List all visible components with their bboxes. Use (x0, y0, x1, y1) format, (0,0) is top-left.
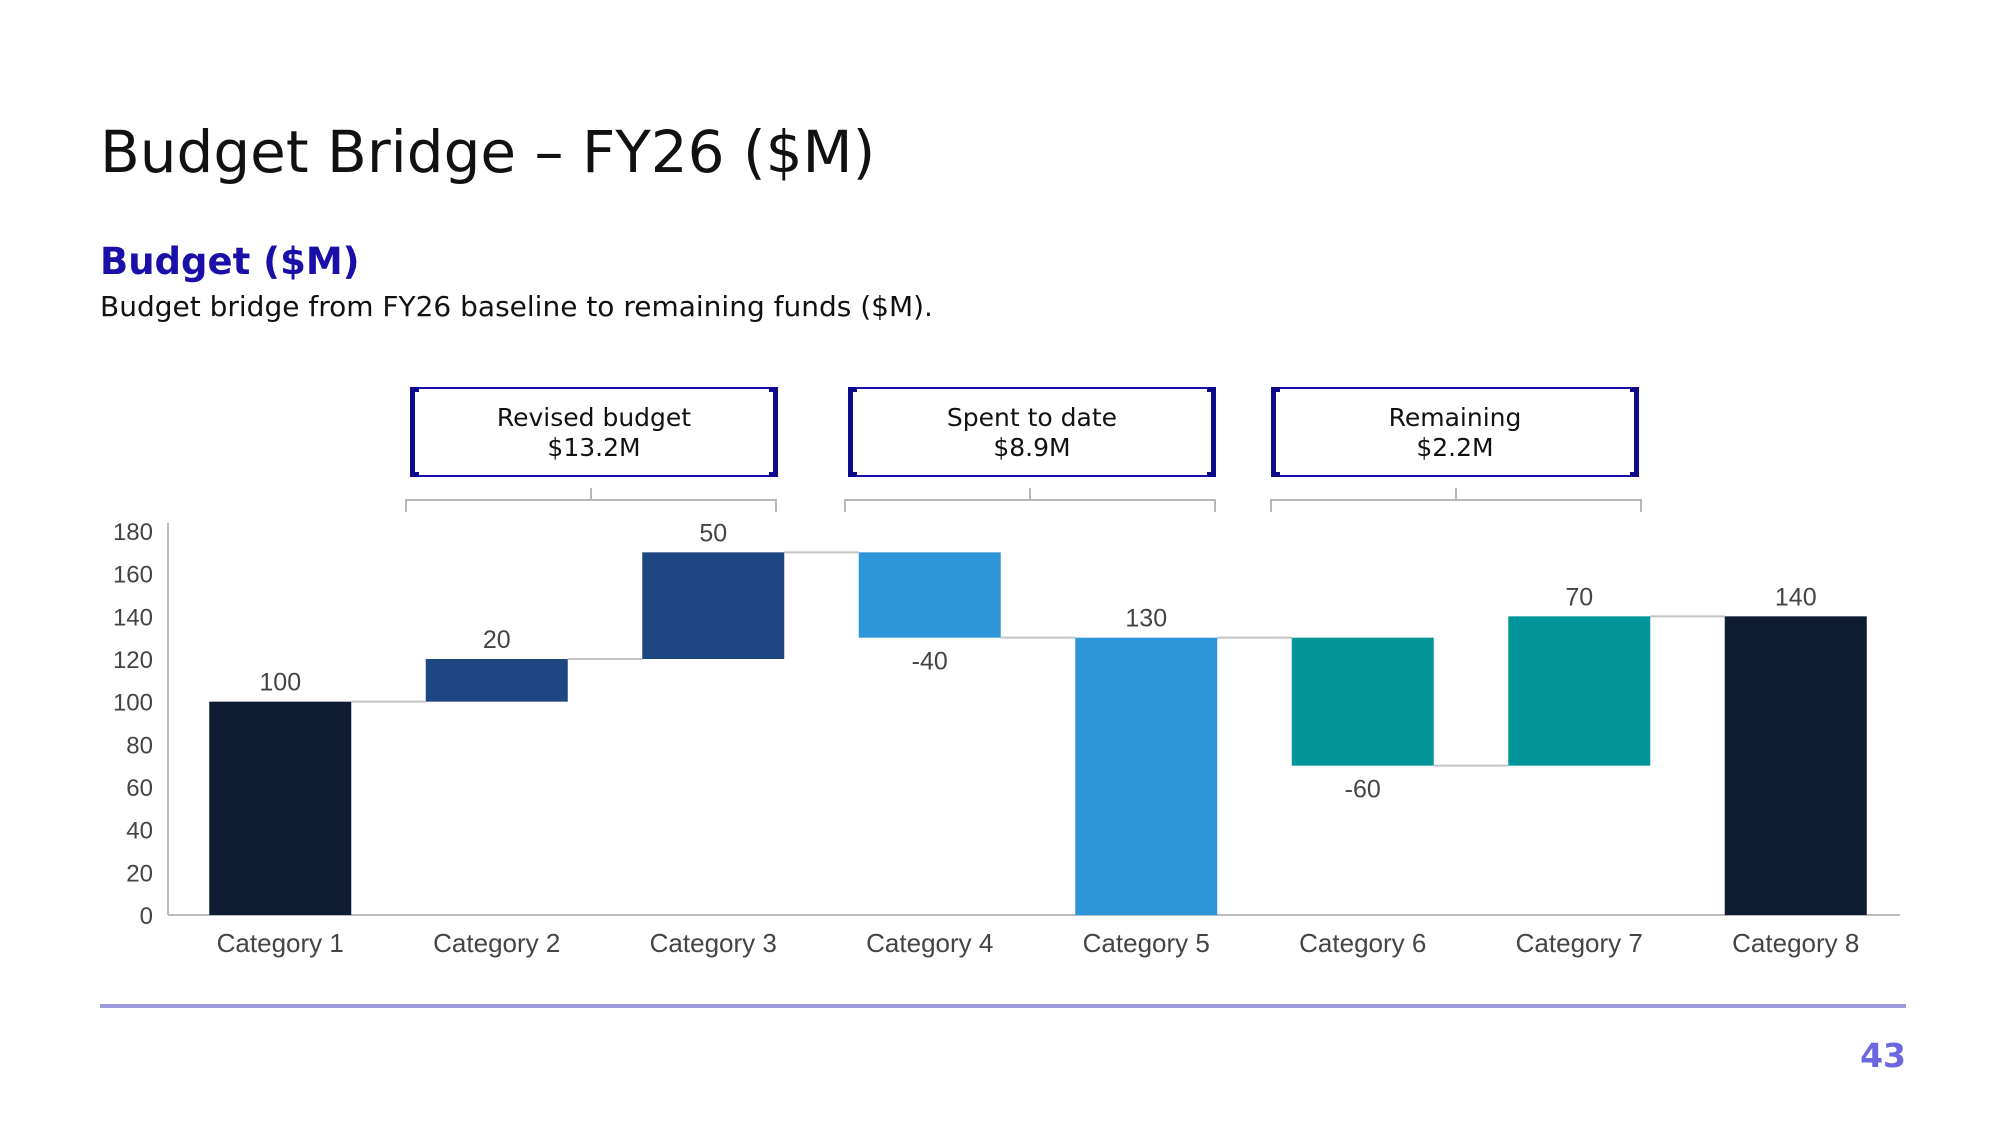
y-tick-label: 120 (113, 647, 153, 674)
x-tick-label: Category 5 (1083, 928, 1210, 958)
data-label: 70 (1565, 583, 1593, 611)
y-tick-label: 180 (113, 519, 153, 546)
data-label: -40 (912, 648, 948, 676)
waterfall-bar (1291, 637, 1434, 766)
y-tick-label: 140 (113, 604, 153, 631)
y-tick-label: 40 (126, 818, 153, 845)
x-tick-label: Category 4 (866, 928, 993, 958)
data-label: 140 (1775, 583, 1817, 611)
y-tick-label: 100 (113, 690, 153, 717)
x-tick-label: Category 3 (650, 928, 777, 958)
callout-revised-budget: Revised budget $13.2M (410, 387, 778, 477)
callout-label: Spent to date (946, 403, 1118, 432)
x-tick-label: Category 2 (433, 928, 560, 958)
y-tick-label: 80 (126, 732, 153, 759)
data-label: 130 (1125, 605, 1167, 633)
section-title: Budget ($M) (100, 240, 360, 283)
x-tick-label: Category 7 (1516, 928, 1643, 958)
data-label: 50 (699, 519, 727, 547)
callout-spent-to-date: Spent to date $8.9M (848, 387, 1216, 477)
callout-bracket (844, 488, 1216, 512)
waterfall-bar (642, 552, 785, 659)
data-label: 100 (259, 669, 301, 697)
callout-label: Revised budget (496, 403, 692, 432)
y-tick-label: 0 (140, 903, 153, 930)
y-tick-label: 160 (113, 562, 153, 589)
data-label: -60 (1345, 776, 1381, 804)
callout-remaining: Remaining $2.2M (1271, 387, 1639, 477)
x-tick-label: Category 6 (1299, 928, 1426, 958)
waterfall-chart: 0 20 40 60 80 100 120 140 160 180 100 Category 1 20 C… (113, 488, 1900, 958)
waterfall-bar (425, 659, 568, 702)
callout-value: $8.9M (993, 433, 1071, 462)
callout-bracket (1270, 488, 1642, 512)
waterfall-bar (858, 552, 1001, 638)
waterfall-bar (1508, 616, 1651, 766)
waterfall-bar (1724, 616, 1867, 915)
x-tick-label: Category 8 (1732, 928, 1859, 958)
data-label: 20 (483, 626, 511, 654)
page-number: 43 (1860, 1036, 1906, 1075)
slide-title: Budget Bridge – FY26 ($M) (100, 118, 876, 186)
y-tick-label: 20 (126, 860, 153, 887)
x-tick-label: Category 1 (217, 928, 344, 958)
footer-divider (100, 1004, 1906, 1008)
callout-bracket (405, 488, 777, 512)
waterfall-bar (1075, 637, 1218, 915)
callout-value: $2.2M (1416, 433, 1494, 462)
y-tick-label: 60 (126, 775, 153, 802)
callout-label: Remaining (1388, 403, 1522, 432)
chart-subtitle: Budget bridge from FY26 baseline to rema… (100, 290, 933, 323)
waterfall-bar (209, 701, 352, 915)
callout-value: $13.2M (547, 433, 641, 462)
